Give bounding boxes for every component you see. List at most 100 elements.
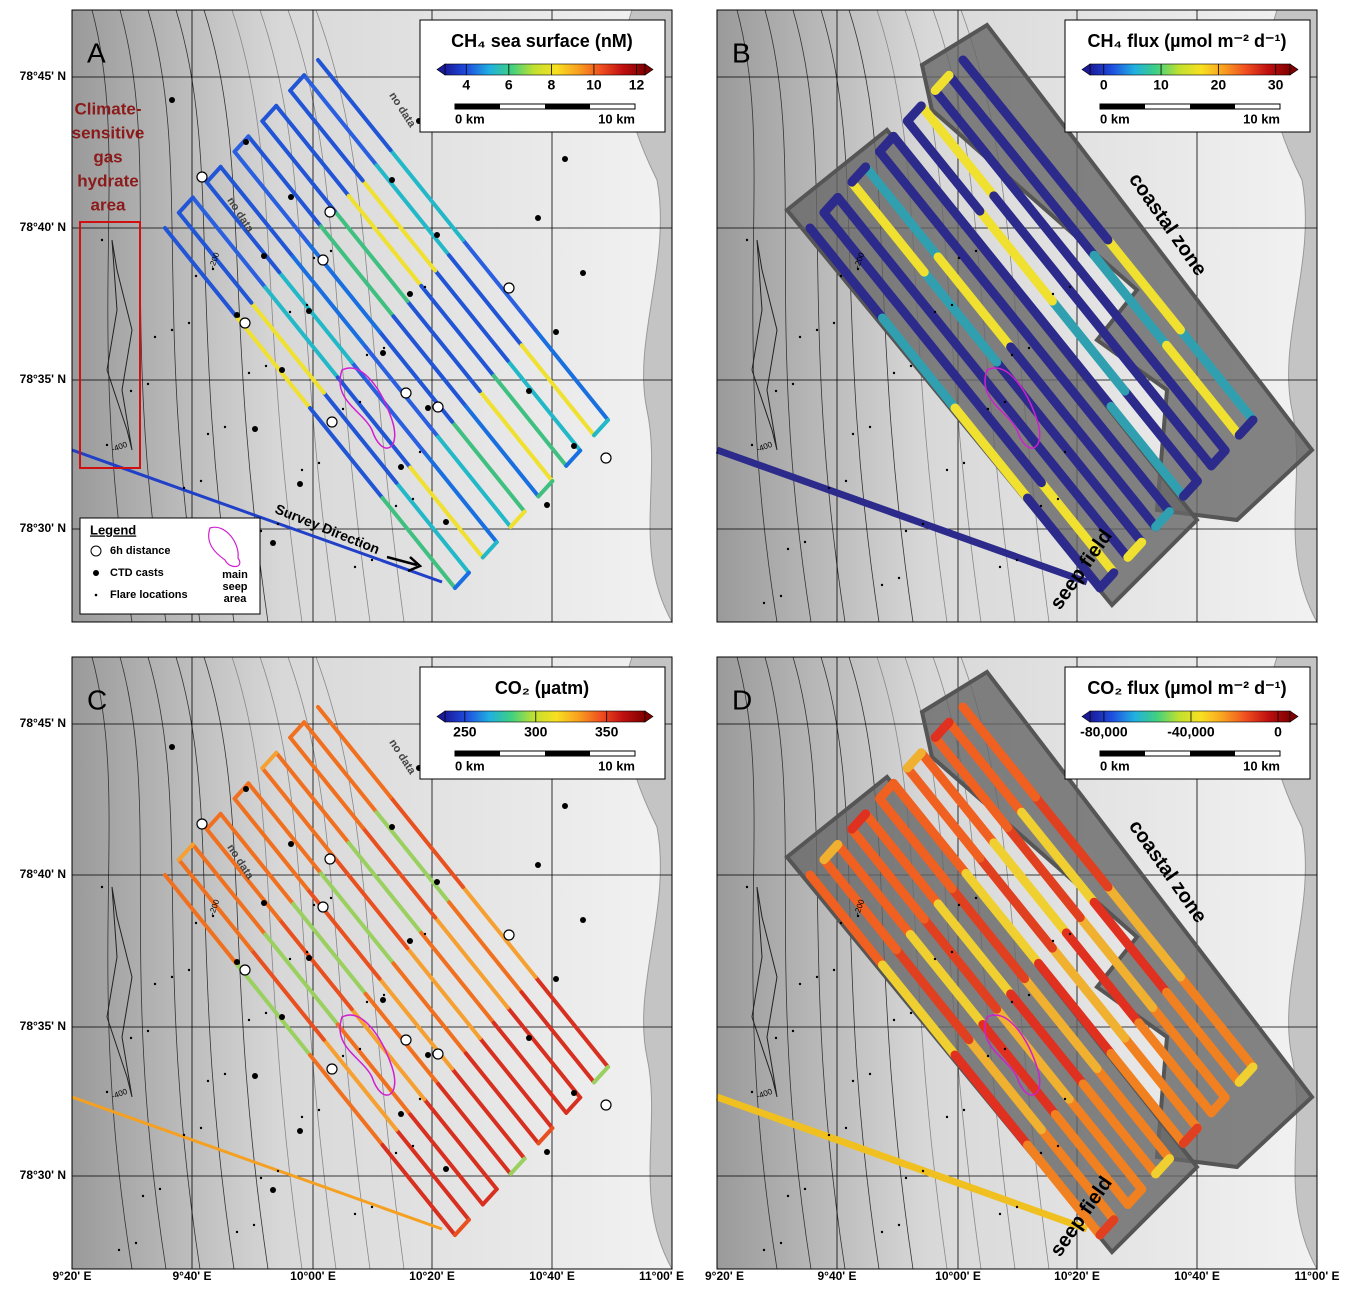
- flare-location: [419, 1098, 421, 1100]
- ctd-cast: [389, 177, 395, 183]
- flare-location: [342, 408, 344, 410]
- figure: -200-400ACH₄ sea surface (nM)46810120 km…: [0, 0, 1347, 1284]
- six-hour-marker: [504, 283, 514, 293]
- ctd-cast: [380, 350, 386, 356]
- six-hour-marker: [325, 207, 335, 217]
- lat-label: 78°45' N: [20, 716, 66, 730]
- flare-location: [154, 336, 156, 338]
- colorbar-tick-label: 12: [629, 77, 645, 93]
- flare-location: [1040, 505, 1042, 507]
- flare-location: [395, 1152, 397, 1154]
- flare-location: [395, 505, 397, 507]
- six-hour-marker: [197, 819, 207, 829]
- ctd-cast: [544, 502, 550, 508]
- ctd-cast: [261, 900, 267, 906]
- panel-letter: D: [732, 684, 752, 715]
- flare-location: [342, 1055, 344, 1057]
- colorbar-ramp: [445, 64, 645, 75]
- flare-location: [135, 1242, 137, 1244]
- flare-location: [763, 1249, 765, 1251]
- flare-location: [289, 958, 291, 960]
- ctd-cast: [243, 786, 249, 792]
- colorbar-title: CO₂ (µatm): [495, 678, 589, 698]
- scale-bar-segment: [1100, 104, 1145, 109]
- flare-location: [746, 239, 748, 241]
- ctd-cast: [571, 1090, 577, 1096]
- flare-location: [775, 1037, 777, 1039]
- flare-location: [1064, 451, 1066, 453]
- flare-location: [407, 293, 409, 295]
- flare-location: [306, 304, 308, 306]
- flare-location: [147, 383, 149, 385]
- six-hour-marker: [318, 902, 328, 912]
- legend-label: 6h distance: [110, 545, 171, 557]
- page: -200-400ACH₄ sea surface (nM)46810120 km…: [0, 0, 1347, 1289]
- legend-label: area: [224, 593, 248, 605]
- flare-location: [1057, 1145, 1059, 1147]
- six-hour-marker: [401, 1035, 411, 1045]
- lon-label: 9°20' E: [52, 1269, 91, 1283]
- flare-location: [999, 566, 1001, 568]
- flare-location: [424, 933, 426, 935]
- flare-location: [840, 275, 842, 277]
- flare-location: [869, 1073, 871, 1075]
- flare-location: [881, 584, 883, 586]
- scale-label: 0 km: [455, 758, 485, 773]
- flare-location: [898, 1224, 900, 1226]
- flare-location: [833, 322, 835, 324]
- colorbar-ramp: [1090, 711, 1290, 722]
- flare-location: [1011, 1001, 1013, 1003]
- scale-label: 0 km: [455, 111, 485, 126]
- flare-location: [1057, 498, 1059, 500]
- lat-label: 78°35' N: [20, 1019, 66, 1033]
- six-hour-marker: [318, 255, 328, 265]
- flare-location: [987, 1055, 989, 1057]
- flare-location: [975, 250, 977, 252]
- ctd-cast: [526, 388, 532, 394]
- flare-location: [412, 498, 414, 500]
- flare-location: [833, 969, 835, 971]
- ctd-cast: [553, 329, 559, 335]
- colorbar-title: CO₂ flux (µmol m⁻² d⁻¹): [1087, 678, 1286, 698]
- six-hour-marker: [327, 1064, 337, 1074]
- flare-location: [265, 1012, 267, 1014]
- scale-bar-segment: [545, 104, 590, 109]
- legend-label: main: [222, 569, 248, 581]
- flare-location: [183, 1134, 185, 1136]
- flare-location: [951, 951, 953, 953]
- flare-location: [958, 257, 960, 259]
- flare-location: [366, 354, 368, 356]
- ctd-cast: [562, 803, 568, 809]
- flare-location: [828, 487, 830, 489]
- flare-location: [366, 1001, 368, 1003]
- ctd-cast: [434, 879, 440, 885]
- flare-location: [188, 969, 190, 971]
- flare-location: [371, 1206, 373, 1208]
- flare-location: [881, 1231, 883, 1233]
- flare-location: [946, 1116, 948, 1118]
- colorbar-title: CH₄ flux (µmol m⁻² d⁻¹): [1088, 31, 1287, 51]
- flare-location: [106, 1091, 108, 1093]
- colorbar-tick-label: 4: [462, 77, 470, 93]
- six-hour-marker: [401, 388, 411, 398]
- colorbar-ramp: [1090, 64, 1290, 75]
- flare-location: [934, 311, 936, 313]
- flare-location: [354, 1213, 356, 1215]
- colorbar-title: CH₄ sea surface (nM): [451, 31, 633, 51]
- lat-label: 78°45' N: [20, 69, 66, 83]
- ctd-cast: [443, 519, 449, 525]
- flare-location: [780, 1242, 782, 1244]
- flare-location: [101, 239, 103, 241]
- flare-location: [236, 1231, 238, 1233]
- hydrate-area-label: hydrate: [77, 171, 138, 190]
- flare-location: [922, 523, 924, 525]
- flare-location: [383, 994, 385, 996]
- scale-bar-segment: [455, 104, 500, 109]
- flare-location: [804, 541, 806, 543]
- flare-location: [289, 311, 291, 313]
- flare-location: [154, 983, 156, 985]
- six-hour-marker: [504, 930, 514, 940]
- flare-location: [301, 1116, 303, 1118]
- ctd-cast: [535, 215, 541, 221]
